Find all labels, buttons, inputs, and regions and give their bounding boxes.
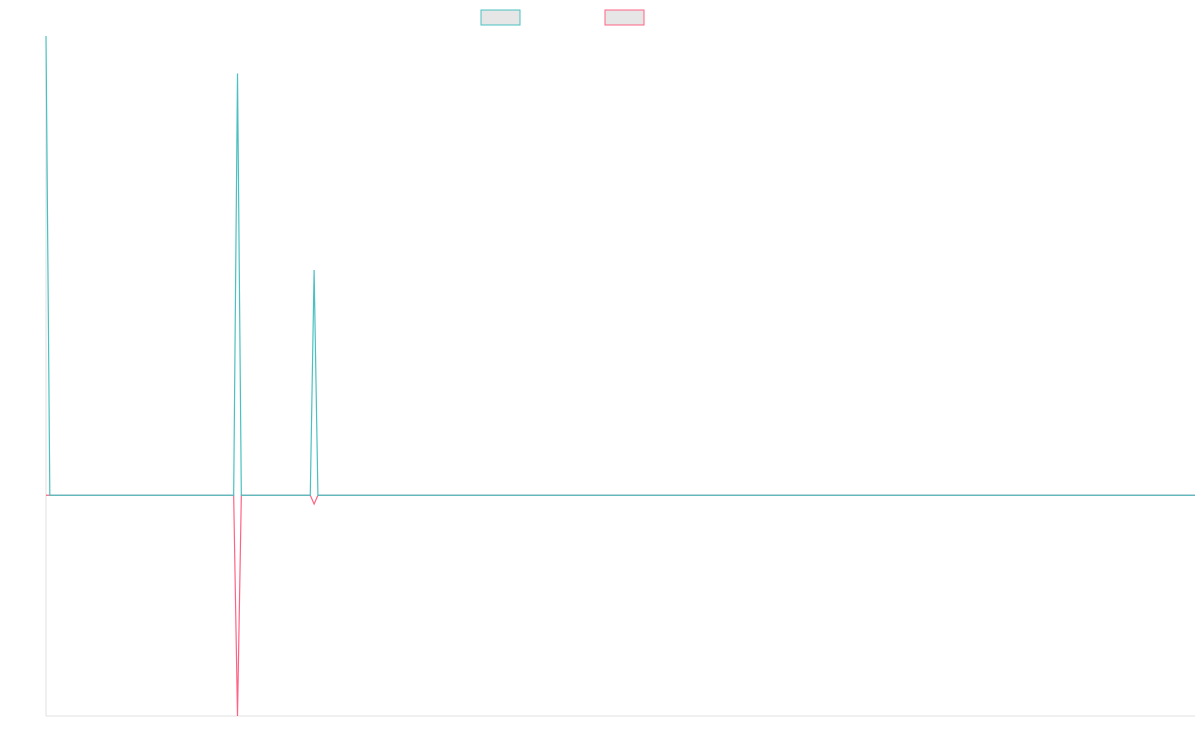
legend-swatch xyxy=(480,9,521,26)
legend-swatch xyxy=(604,9,645,26)
series-line xyxy=(45,35,1195,496)
series-line xyxy=(46,494,1195,717)
